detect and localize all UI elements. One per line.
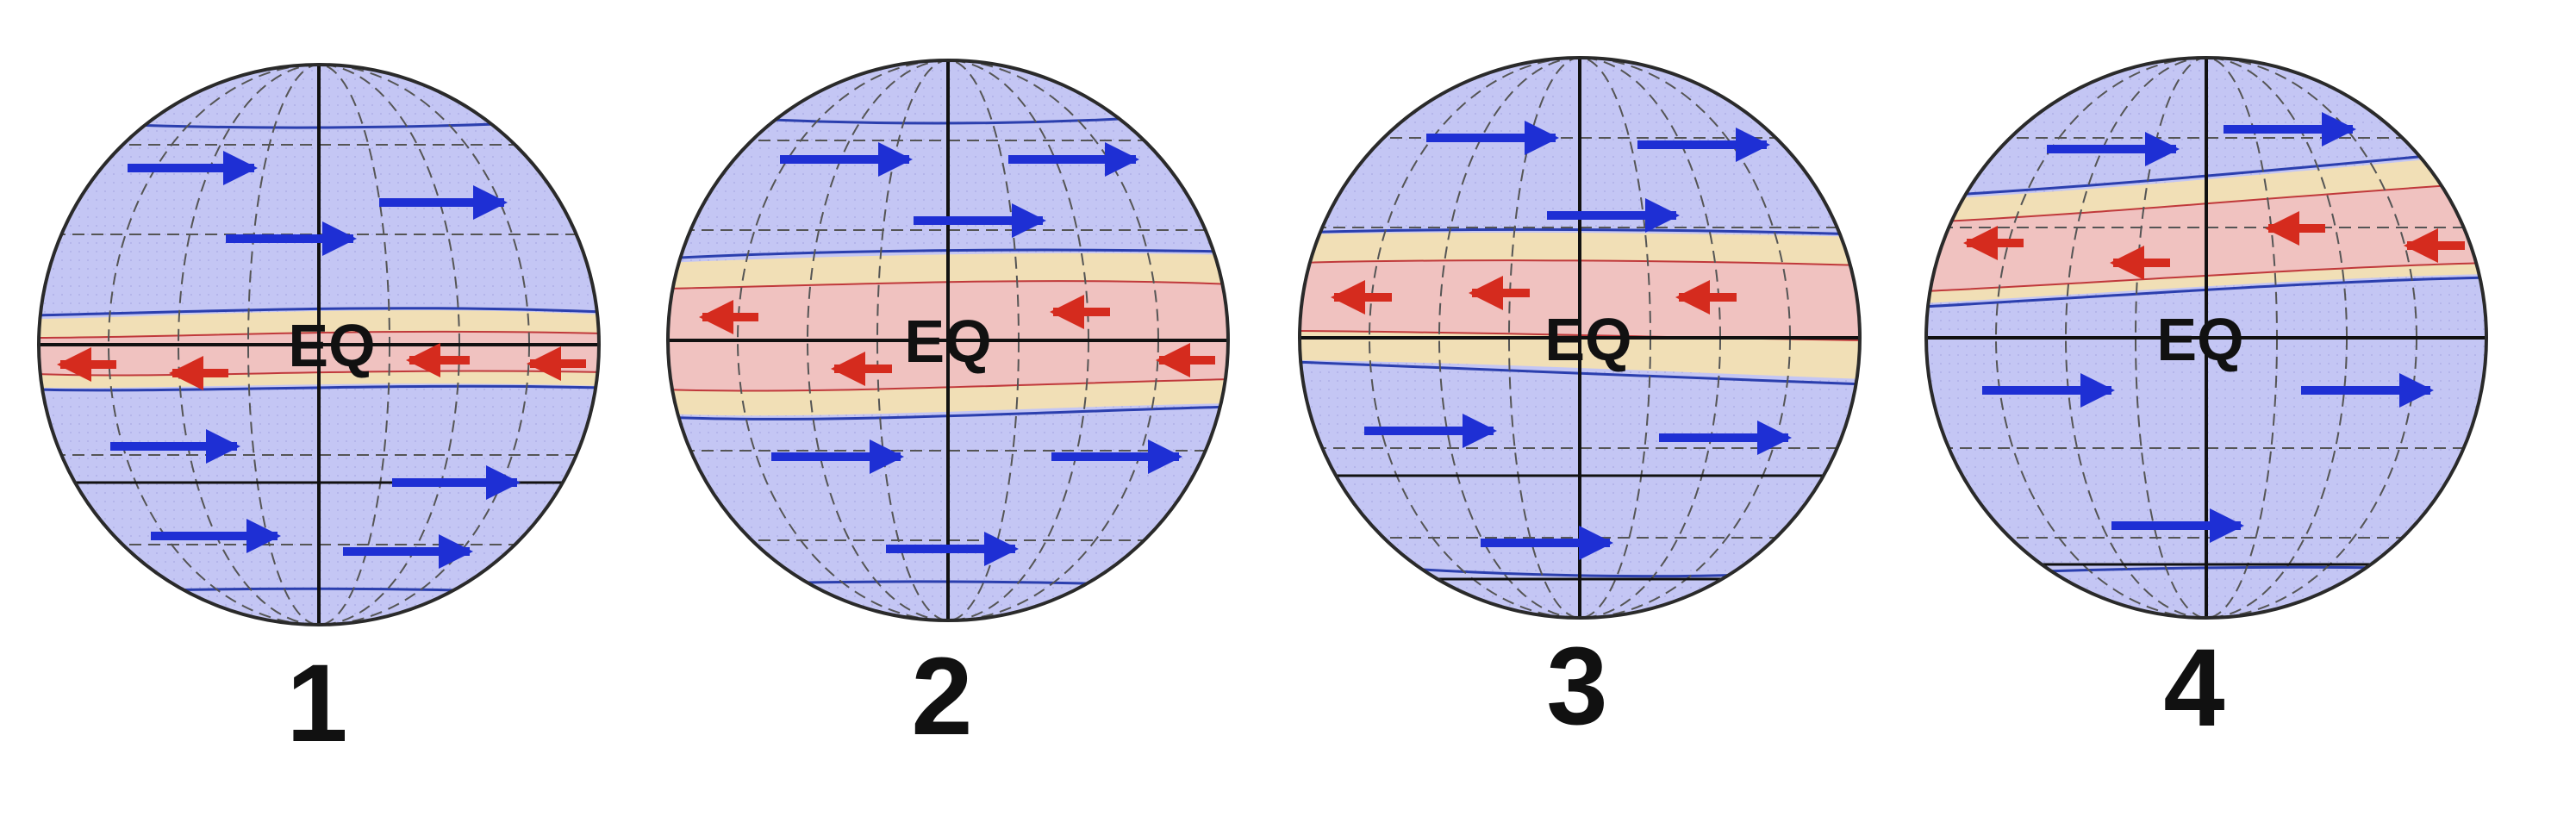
globe-3-body — [1300, 58, 1860, 618]
globe-2-eastward-arrows — [771, 142, 1182, 566]
globe-4-number: 4 — [2163, 626, 2224, 750]
globe-1-eastward-arrows — [110, 151, 521, 569]
globe-1-number: 1 — [286, 642, 347, 765]
globe-1-contour-line — [39, 384, 599, 392]
globe-1-eq-label: EQ — [288, 312, 375, 379]
globe-panel-3: EQ 3 — [1298, 56, 1862, 748]
globe-3-eastward-arrows — [1364, 121, 1792, 560]
globe-4-contour-line — [1926, 148, 2486, 198]
globe-1-contour-line — [39, 307, 599, 317]
globe-3-number: 3 — [1546, 625, 1607, 748]
globe-3-westward-arrows — [1331, 276, 1737, 315]
globe-panel-1: EQ 1 — [37, 63, 601, 765]
globe-4-westward-arrows — [1963, 211, 2465, 280]
globe-panel-2: EQ 2 — [666, 59, 1230, 758]
globe-3-eq-label: EQ — [1544, 306, 1631, 373]
globe-4-eq-label: EQ — [2156, 306, 2243, 373]
globe-4-body — [1926, 58, 2486, 618]
globe-3-contour-line — [1300, 227, 1860, 236]
globe-2-eq-label: EQ — [904, 308, 991, 375]
globe-panel-4: EQ 4 — [1924, 56, 2488, 750]
globe-4-outline — [1924, 56, 2488, 620]
globe-4-eastward-arrows — [1982, 112, 2434, 543]
globe-2-contour-line — [668, 405, 1228, 421]
globe-2-contour-line — [668, 248, 1228, 260]
globe-3-outline — [1298, 56, 1862, 620]
globe-2-outline — [666, 59, 1230, 622]
globe-2-westward-arrows — [699, 295, 1215, 386]
globe-2-number: 2 — [911, 635, 972, 758]
globe-1-outline — [37, 63, 601, 626]
globe-1-westward-arrows — [57, 343, 586, 390]
